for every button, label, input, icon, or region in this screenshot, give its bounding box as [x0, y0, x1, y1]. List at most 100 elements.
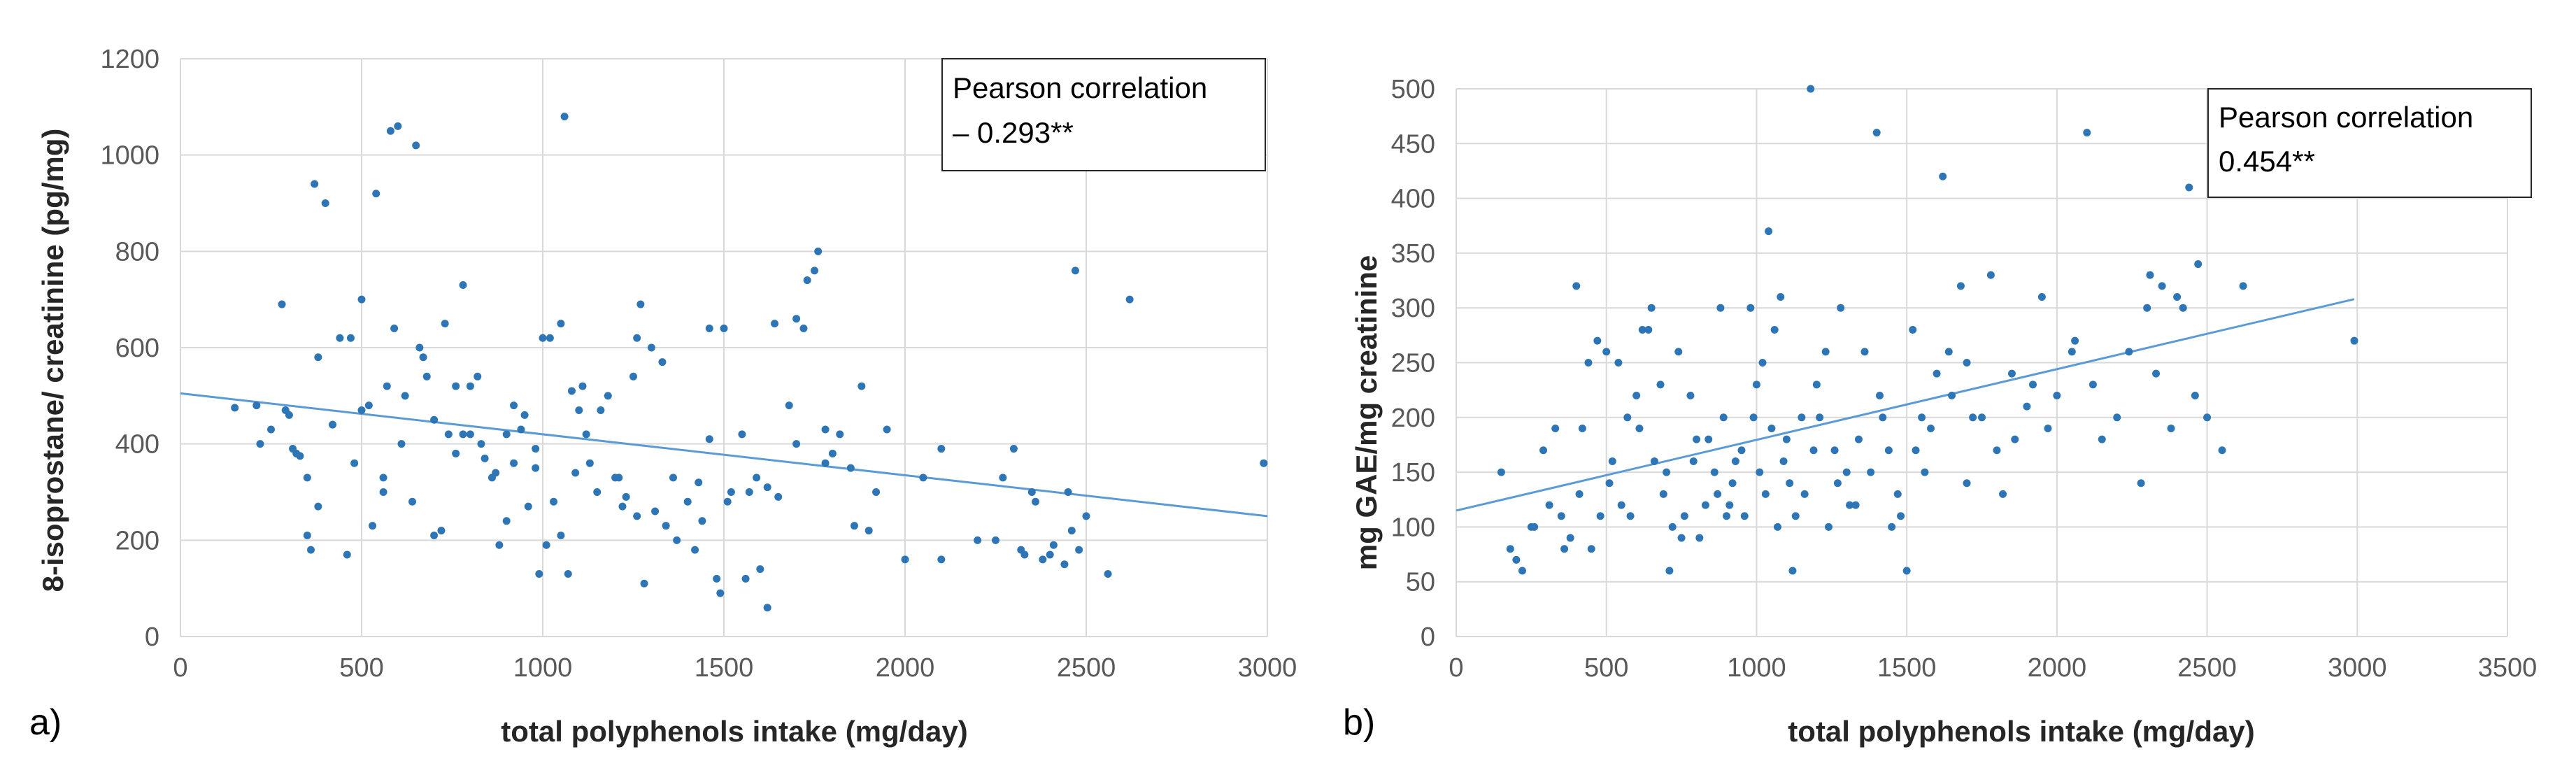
chart-a-point — [640, 579, 648, 588]
chart-a-xtick-2000: 2000 — [876, 653, 935, 683]
chart-a-point — [792, 315, 801, 323]
chart-b-ylabel: mg GAE/mg creatinine — [1350, 255, 1383, 570]
chart-a-point — [524, 502, 532, 511]
chart-b-point — [1800, 490, 1809, 498]
chart-a-point — [546, 334, 554, 342]
chart-a-point — [466, 430, 474, 439]
chart-b-point — [1686, 391, 1695, 399]
chart-a-point — [622, 492, 630, 501]
chart-a-point — [502, 430, 511, 439]
chart-a-point — [636, 300, 645, 308]
chart-b-ytick-200: 200 — [1391, 404, 1435, 433]
chart-b-points — [1497, 85, 2358, 575]
chart-a-point — [974, 536, 982, 544]
chart-a-point — [745, 488, 753, 496]
chart-a-point — [394, 122, 402, 130]
chart-a-point — [1082, 512, 1090, 520]
chart-b-trendline — [1456, 298, 2355, 512]
chart-a-point — [698, 517, 706, 525]
chart-a-ytick-400: 400 — [115, 430, 159, 460]
chart-b-point — [1791, 512, 1800, 520]
chart-b-point — [2023, 402, 2031, 411]
chart-a-point — [350, 459, 359, 467]
chart-a-point — [633, 512, 641, 520]
chart-b-ytick-100: 100 — [1391, 513, 1435, 542]
chart-a-point — [821, 459, 830, 467]
chart-a-point — [937, 555, 946, 564]
chart-a-point — [647, 343, 655, 352]
chart-b-point — [1933, 369, 1941, 378]
chart-b-point — [1782, 435, 1791, 443]
chart-a-point — [615, 474, 623, 482]
chart-a-point — [441, 320, 449, 328]
chart-b-ytick-300: 300 — [1391, 294, 1435, 323]
chart-b-point — [1644, 326, 1653, 334]
chart-b-point — [1578, 424, 1586, 432]
chart-b-point — [1530, 522, 1539, 531]
chart-a-xtick-3000: 3000 — [1238, 653, 1297, 683]
chart-b-point — [1725, 501, 1734, 509]
chart-a-point — [357, 295, 366, 304]
chart-b-point — [1659, 490, 1667, 498]
chart-b-point — [1779, 457, 1788, 465]
chart-a-point — [1104, 570, 1112, 578]
chart-a-point — [575, 406, 583, 414]
chart-b-point — [1557, 512, 1565, 520]
chart-a-point — [510, 459, 518, 467]
chart-a-point — [872, 488, 881, 496]
chart-a-point — [774, 492, 783, 501]
chart-a-point — [474, 372, 482, 381]
chart-b-point — [1716, 304, 1725, 312]
chart-a-point — [883, 425, 891, 434]
chart-b-xtick-2500: 2500 — [2177, 653, 2237, 683]
chart-a-point — [1064, 488, 1072, 496]
chart-a-gridlines — [180, 58, 1268, 637]
chart-b-point — [1632, 391, 1641, 399]
chart-a-point — [901, 555, 909, 564]
chart-a-point — [520, 411, 529, 419]
chart-a-point — [1039, 555, 1047, 564]
chart-b-point — [1888, 522, 1896, 531]
chart-b-point — [1497, 468, 1505, 476]
chart-a-point — [452, 449, 460, 457]
chart-a-ytick-1200: 1200 — [100, 45, 159, 74]
chart-b-point — [1956, 282, 1965, 290]
chart-a-annotation-line1: Pearson correlation — [953, 71, 1207, 104]
chart-b-point — [1596, 512, 1604, 520]
chart-b-point — [1710, 468, 1718, 476]
chart-a-point — [919, 474, 927, 482]
chart-a-ytick-800: 800 — [115, 237, 159, 266]
chart-b-point — [2098, 435, 2106, 443]
chart-a-point — [604, 392, 612, 400]
chart-a-point — [372, 190, 380, 198]
chart-a-point — [369, 522, 377, 530]
chart-b-point — [1665, 567, 1674, 575]
chart-a-xtick-2500: 2500 — [1057, 653, 1116, 683]
chart-b-point — [2179, 304, 2187, 312]
chart-b-point — [2083, 129, 2091, 137]
chart-a-point — [502, 517, 511, 525]
chart-a-ticks: 0 200 400 600 800 1000 1200 0 500 1000 1500 2000 250… — [100, 45, 1297, 683]
chart-b-xtick-1500: 1500 — [1877, 653, 1937, 683]
chart-a-point — [753, 474, 761, 482]
chart-b-annotation-line1: Pearson correlation — [2219, 101, 2473, 134]
chart-b-point — [1695, 534, 1704, 542]
chart-a-point — [571, 469, 580, 477]
chart-b-point — [2350, 336, 2358, 345]
chart-a-annotation-line2: – 0.293** — [953, 116, 1074, 149]
chart-b-point — [1912, 446, 1920, 455]
chart-b-point — [1737, 446, 1746, 455]
chart-a-point — [535, 570, 543, 578]
chart-b-point — [1572, 282, 1581, 290]
chart-b-panel-label: b) — [1343, 702, 1375, 743]
chart-a-point — [618, 502, 627, 511]
chart-b-point — [1746, 304, 1755, 312]
chart-b-point — [1842, 468, 1851, 476]
chart-b-point — [1635, 424, 1644, 432]
chart-a-point — [705, 324, 713, 332]
chart-a-point — [343, 550, 351, 559]
chart-b-point — [1816, 413, 1824, 422]
chart-a-point — [821, 425, 830, 434]
chart-b-trendline-group — [1456, 298, 2355, 512]
chart-b-point — [2029, 381, 2037, 389]
